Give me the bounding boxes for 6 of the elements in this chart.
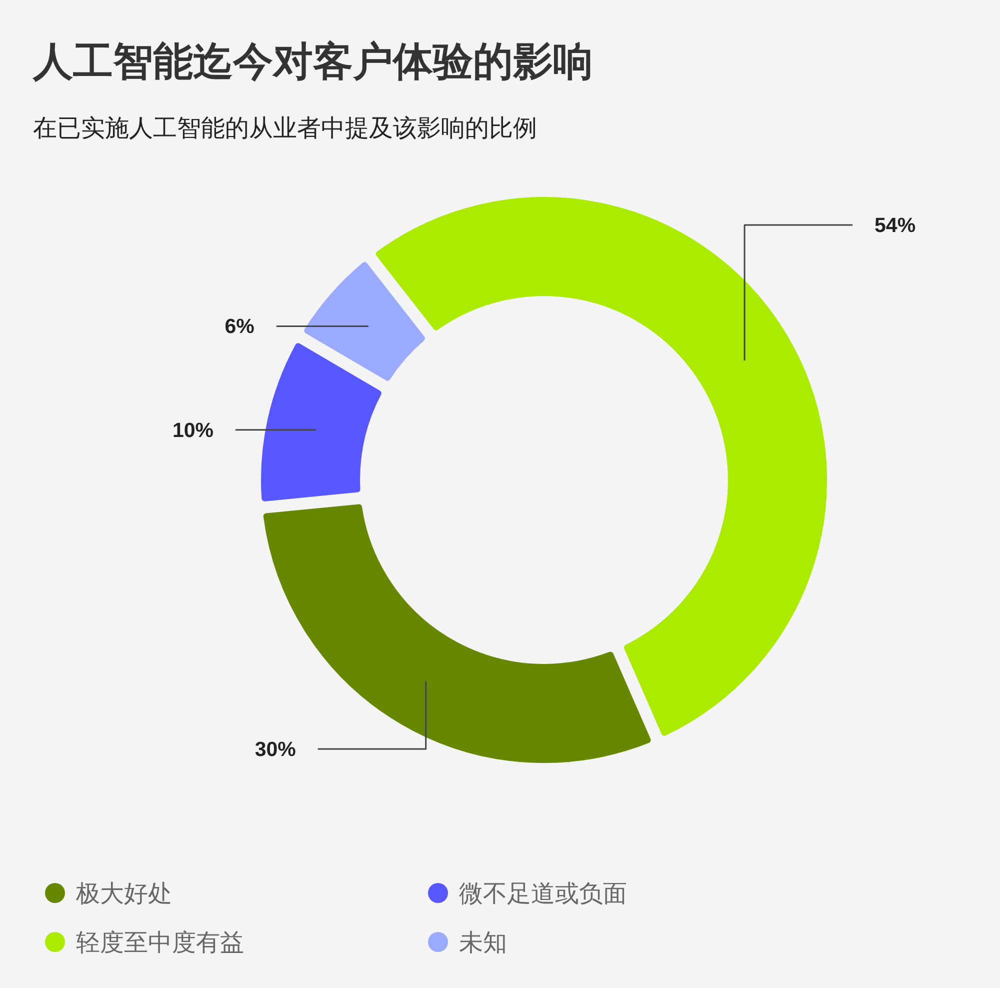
data-label: 10%	[172, 418, 214, 442]
data-label: 6%	[224, 315, 254, 338]
title: 人工智能迄今对客户体验的影响	[33, 40, 593, 84]
subtitle: 在已实施人工智能的从业者中提及该影响的比例	[33, 115, 537, 142]
data-label: 30%	[254, 738, 296, 761]
data-label: 54%	[874, 214, 916, 237]
